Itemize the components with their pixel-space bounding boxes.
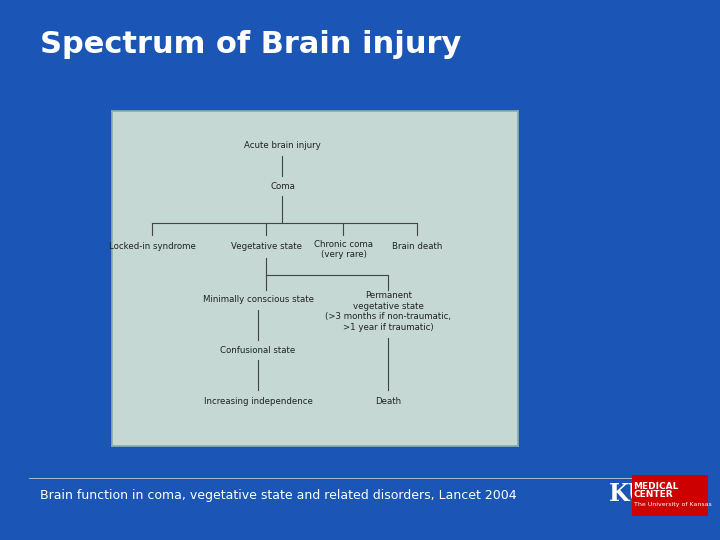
- Text: Coma: Coma: [270, 181, 295, 191]
- Bar: [632, 475, 708, 516]
- Text: Confusional state: Confusional state: [220, 346, 296, 355]
- Text: Chronic coma
(very rare): Chronic coma (very rare): [314, 240, 373, 259]
- Text: Locked-in syndrome: Locked-in syndrome: [109, 242, 196, 251]
- Text: Spectrum of Brain injury: Spectrum of Brain injury: [40, 30, 461, 59]
- Text: Increasing independence: Increasing independence: [204, 397, 312, 407]
- Text: KU: KU: [608, 482, 649, 505]
- Text: MEDICAL: MEDICAL: [634, 482, 679, 491]
- Text: Brain function in coma, vegetative state and related disorders, Lancet 2004: Brain function in coma, vegetative state…: [40, 489, 516, 502]
- Text: Permanent
vegetative state
(>3 months if non-traumatic,
>1 year if traumatic): Permanent vegetative state (>3 months if…: [325, 292, 451, 332]
- Text: Minimally conscious state: Minimally conscious state: [202, 295, 313, 305]
- Text: Acute brain injury: Acute brain injury: [244, 141, 321, 150]
- Text: The University of Kansas: The University of Kansas: [634, 502, 711, 507]
- Text: Vegetative state: Vegetative state: [230, 242, 302, 251]
- Text: Death: Death: [375, 397, 401, 407]
- Text: CENTER: CENTER: [634, 490, 673, 500]
- Text: Brain death: Brain death: [392, 242, 442, 251]
